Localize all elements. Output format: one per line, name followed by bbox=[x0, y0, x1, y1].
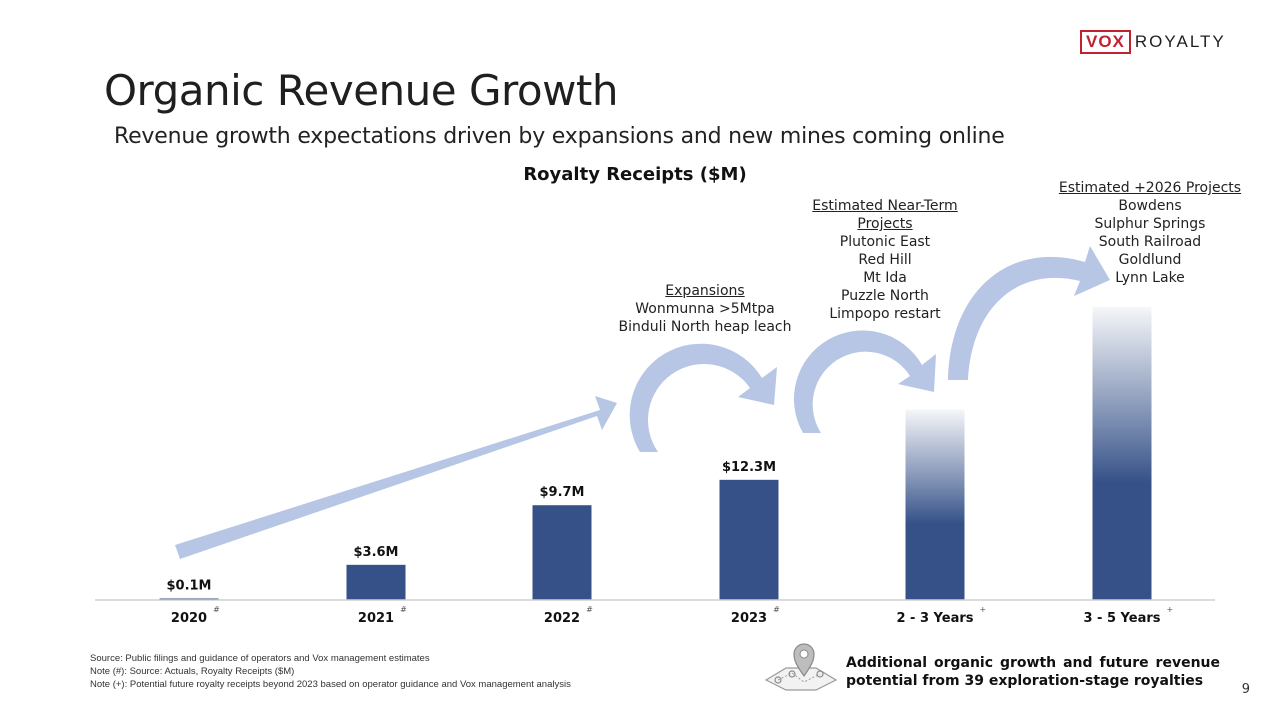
footnotes: Source: Public filings and guidance of o… bbox=[90, 652, 571, 691]
vox-royalty-logo: VOX ROYALTY bbox=[1080, 30, 1226, 54]
footnote-source: Source: Public filings and guidance of o… bbox=[90, 653, 430, 664]
annotation-near-term-heading: Estimated Near-Term bbox=[812, 198, 958, 214]
logo-vox-mark: VOX bbox=[1080, 30, 1131, 54]
bar-2-3-years bbox=[905, 409, 965, 600]
annotation-expansions-heading: Expansions bbox=[665, 283, 745, 299]
annotation-plus-2026: Estimated +2026 Projects Bowdens Sulphur… bbox=[1040, 179, 1260, 287]
curved-arrow-plus-2026 bbox=[948, 246, 1110, 380]
annotation-plus-2026-line: Bowdens bbox=[1118, 198, 1182, 214]
growth-arrow-long bbox=[175, 396, 617, 559]
annotation-near-term-line: Puzzle North bbox=[841, 288, 929, 304]
data-label: $12.3M bbox=[722, 460, 776, 475]
annotation-plus-2026-heading: Estimated +2026 Projects bbox=[1058, 180, 1242, 196]
logo-royalty-text: ROYALTY bbox=[1134, 32, 1226, 51]
annotation-expansions-line: Wonmunna >5Mtpa bbox=[635, 301, 775, 317]
x-tick-footnote-mark: # bbox=[213, 605, 220, 614]
chart-title: Royalty Receipts ($M) bbox=[0, 164, 1270, 185]
bar-3-5-years bbox=[1092, 306, 1152, 600]
exploration-royalties-note: Additional organic growth and future rev… bbox=[846, 655, 1220, 689]
annotation-near-term: Estimated Near-Term Projects Plutonic Ea… bbox=[785, 197, 985, 323]
x-tick-footnote-mark: + bbox=[1167, 605, 1174, 614]
curved-arrow-near-term bbox=[793, 330, 936, 433]
annotation-expansions-line: Binduli North heap leach bbox=[618, 319, 792, 335]
curved-arrow-expansions bbox=[629, 343, 777, 452]
x-tick-label: 2022 bbox=[544, 611, 580, 626]
annotation-near-term-line: Red Hill bbox=[858, 252, 912, 268]
x-tick-label: 2020 bbox=[171, 611, 207, 626]
data-label: $9.7M bbox=[539, 485, 584, 500]
x-tick-footnote-mark: # bbox=[586, 605, 593, 614]
annotation-plus-2026-line: Sulphur Springs bbox=[1094, 216, 1206, 232]
page-subtitle: Revenue growth expectations driven by ex… bbox=[114, 124, 1005, 149]
bar-2023 bbox=[719, 479, 779, 600]
x-tick-label: 2021 bbox=[358, 611, 394, 626]
x-tick-footnote-mark: # bbox=[400, 605, 407, 614]
page-title: Organic Revenue Growth bbox=[104, 66, 619, 115]
chart-title-text: Royalty Receipts ($M) bbox=[523, 164, 747, 185]
page-number: 9 bbox=[1241, 682, 1250, 697]
x-tick-footnote-mark: + bbox=[980, 605, 987, 614]
data-label: $3.6M bbox=[353, 545, 398, 560]
footnote-projected: Note (+): Potential future royalty recei… bbox=[90, 679, 571, 690]
annotation-expansions: Expansions Wonmunna >5Mtpa Binduli North… bbox=[605, 282, 805, 336]
map-pin-icon bbox=[764, 643, 838, 691]
x-tick-footnote-mark: # bbox=[773, 605, 780, 614]
annotation-near-term-line: Mt Ida bbox=[863, 270, 907, 286]
x-tick-label: 2023 bbox=[731, 611, 767, 626]
bar-2021 bbox=[346, 564, 406, 600]
annotation-near-term-line: Plutonic East bbox=[839, 234, 931, 250]
bar-2022 bbox=[532, 505, 592, 600]
annotation-near-term-line: Limpopo restart bbox=[829, 306, 941, 322]
annotation-plus-2026-line: Goldlund bbox=[1118, 252, 1182, 268]
annotation-plus-2026-line: Lynn Lake bbox=[1115, 270, 1185, 286]
x-tick-label: 3 - 5 Years bbox=[1083, 611, 1160, 626]
data-label: $0.1M bbox=[166, 579, 211, 594]
annotation-near-term-heading: Projects bbox=[857, 216, 913, 232]
annotation-plus-2026-line: South Railroad bbox=[1098, 234, 1202, 250]
growth-arrows bbox=[175, 246, 1110, 559]
footnote-actuals: Note (#): Source: Actuals, Royalty Recei… bbox=[90, 666, 295, 677]
x-tick-label: 2 - 3 Years bbox=[896, 611, 973, 626]
